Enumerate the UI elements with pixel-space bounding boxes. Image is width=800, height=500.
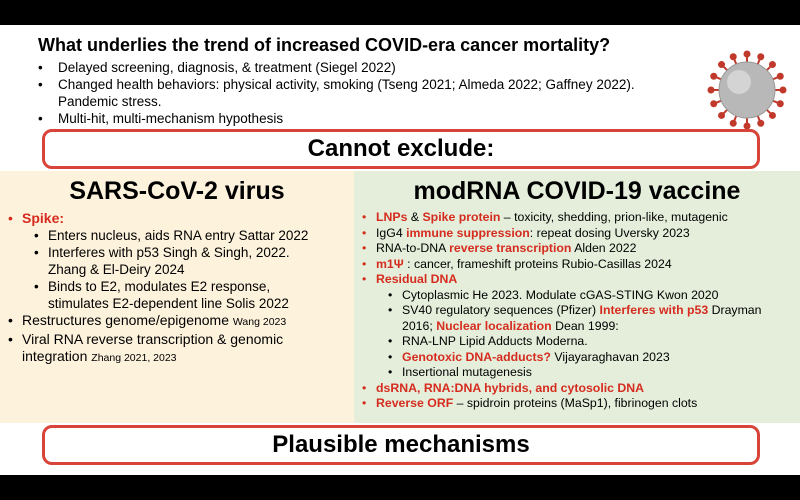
text-run: : repeat dosing Uversky 2023 <box>529 225 690 240</box>
spike-tip <box>743 122 751 130</box>
spike-tip <box>729 53 737 61</box>
text-run: : cancer, frameshift proteins Rubio-Casi… <box>403 256 672 271</box>
text-run: Residual DNA <box>376 272 458 286</box>
spike-tip <box>768 111 776 119</box>
bullet-line: Multi-hit, multi-mechanism hypothesis <box>58 111 284 126</box>
text-run: – toxicity, shedding, prion-like, mutage… <box>500 210 728 224</box>
bullet: Delayed screening, diagnosis, & treatmen… <box>38 59 718 76</box>
item: Genotoxic DNA-adducts? Vijayaraghavan 20… <box>354 350 792 366</box>
spike-tip <box>707 86 715 94</box>
spike-tip <box>729 119 737 127</box>
right-panel: modRNA COVID-19 vaccine LNPs & Spike pro… <box>354 171 800 423</box>
spike-tip <box>718 111 726 119</box>
spike-tip <box>768 61 776 69</box>
item: LNPs & Spike protein – toxicity, sheddin… <box>354 210 792 226</box>
text-run: Enters nucleus, aids RNA entry Sattar 20… <box>48 228 309 243</box>
text-run: immune suppression <box>406 225 530 240</box>
item: Spike: <box>0 210 324 227</box>
item: SV40 regulatory sequences (Pfizer) Inter… <box>354 303 792 334</box>
bullet-list: Delayed screening, diagnosis, & treatmen… <box>38 59 718 127</box>
text-run: IgG4 <box>376 225 407 240</box>
spike-tip <box>718 61 726 69</box>
text-run: Wang 2023 <box>232 316 287 328</box>
text-run: Interferes with p53 <box>599 303 709 317</box>
text-run: Nuclear localization <box>436 318 552 333</box>
text-run: RNA-LNP Lipid Adducts Moderna. <box>402 334 588 348</box>
bullet: Multi-hit, multi-mechanism hypothesis <box>38 110 718 127</box>
panel-title: modRNA COVID-19 vaccine <box>413 177 741 205</box>
item: Restructures genome/epigenome Wang 2023 <box>0 312 324 331</box>
text-run: Interferes with p53 Singh & Singh, 2022.… <box>48 245 290 277</box>
spike-tip <box>757 53 765 61</box>
item-list: Spike: Enters nucleus, aids RNA entry Sat… <box>0 210 354 367</box>
item: m1Ψ : cancer, frameshift proteins Rubio-… <box>354 257 792 273</box>
item: RNA-to-DNA reverse transcription Alden 2… <box>354 241 792 257</box>
virus-icon <box>707 50 787 130</box>
item: dsRNA, RNA:DNA hybrids, and cytosolic DN… <box>354 381 792 397</box>
spike-tip <box>776 100 784 108</box>
text-run: Alden 2022 <box>571 241 637 255</box>
spike-tip <box>710 100 718 108</box>
slide-title: What underlies the trend of increased CO… <box>38 35 611 55</box>
spike-tip <box>710 72 718 80</box>
item: Viral RNA reverse transcription & genomi… <box>0 331 324 367</box>
item-list: LNPs & Spike protein – toxicity, sheddin… <box>354 210 800 412</box>
text-run: reverse transcription <box>449 241 572 255</box>
item: Reverse ORF – spidroin proteins (MaSp1),… <box>354 396 792 412</box>
spike-tip <box>779 86 787 94</box>
item: IgG4 immune suppression: repeat dosing U… <box>354 226 792 242</box>
text-run: Genotoxic DNA-adducts? <box>402 349 551 364</box>
item: Enters nucleus, aids RNA entry Sattar 20… <box>0 227 324 244</box>
text-run: dsRNA, RNA:DNA hybrids, and cytosolic DN… <box>376 380 645 395</box>
text-run: m1Ψ <box>376 256 404 271</box>
text-run: Restructures genome/epigenome <box>22 312 233 328</box>
left-panel: SARS-CoV-2 virus Spike: Enters nucleus, a… <box>0 171 354 423</box>
text-run: Zhang 2021, 2023 <box>91 352 177 364</box>
text-run: RNA-to-DNA <box>376 241 450 255</box>
item: Residual DNA <box>354 272 792 288</box>
item: Cytoplasmic He 2023. Modulate cGAS-STING… <box>354 288 792 304</box>
bullet-line: Pandemic stress. <box>58 94 162 109</box>
spike-tip <box>776 72 784 80</box>
item: RNA-LNP Lipid Adducts Moderna. <box>354 334 792 350</box>
text-run: & <box>407 210 423 224</box>
text-run: Drayman 2016; <box>402 303 762 333</box>
text-run: Binds to E2, modulates E2 response, stim… <box>48 279 289 311</box>
bullet-line: Delayed screening, diagnosis, & treatmen… <box>58 60 396 75</box>
item: Insertional mutagenesis <box>354 365 792 381</box>
item: Interferes with p53 Singh & Singh, 2022.… <box>0 244 324 278</box>
bullet-line: Changed health behaviors: physical activ… <box>58 77 635 92</box>
banner-top: Cannot exclude: <box>42 129 760 169</box>
panel-title: SARS-CoV-2 virus <box>69 177 285 205</box>
slide: What underlies the trend of increased CO… <box>0 25 800 475</box>
text-run: Vijayaraghavan 2023 <box>550 349 670 364</box>
text-run: Viral RNA reverse transcription & genomi… <box>22 331 284 364</box>
text-run: Insertional mutagenesis <box>402 365 532 379</box>
banner-bottom: Plausible mechanisms <box>42 425 760 465</box>
text-run: SV40 regulatory sequences (Pfizer) <box>402 303 600 317</box>
text-run: Spike protein <box>422 210 501 224</box>
text-run: LNPs <box>376 210 408 224</box>
text-run: Reverse ORF <box>376 396 454 410</box>
spike-tip <box>743 50 751 58</box>
text-run: Dean 1999: <box>551 318 619 333</box>
text-run: – spidroin proteins (MaSp1), fibrinogen … <box>453 396 698 410</box>
bullet: Changed health behaviors: physical activ… <box>38 76 718 110</box>
text-run: Cytoplasmic He 2023. Modulate cGAS-STING… <box>402 287 719 302</box>
text-run: Spike: <box>22 210 65 226</box>
spike-tip <box>757 119 765 127</box>
item: Binds to E2, modulates E2 response, stim… <box>0 278 324 312</box>
